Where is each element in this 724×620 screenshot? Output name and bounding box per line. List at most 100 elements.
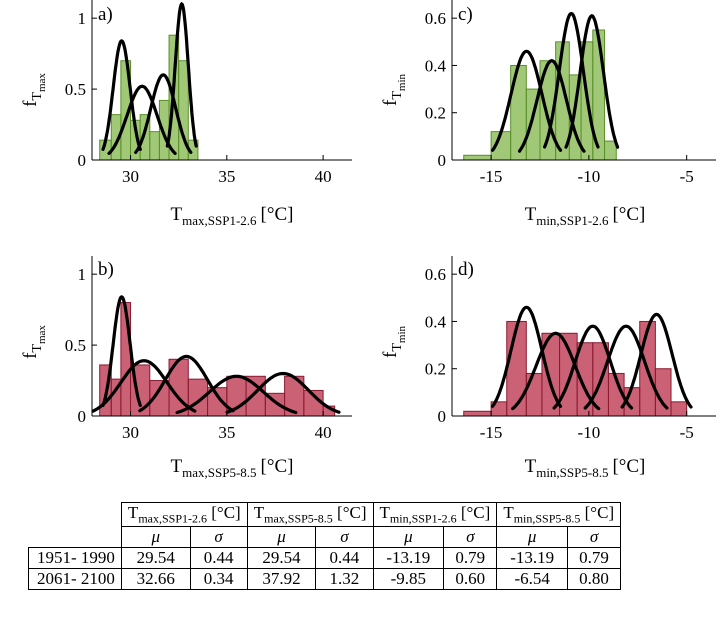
pdf-curve xyxy=(620,312,693,409)
table-cell: 0.34 xyxy=(189,568,248,591)
panel-a: a) fTmax Tmax,SSP1-2.6 [°C] 30 35 40 0 0.5 1 xyxy=(20,0,352,228)
panel-b-ylabel: fTmax xyxy=(20,325,48,359)
figure-canvas: a) fTmax Tmax,SSP1-2.6 [°C] 30 35 40 0 0.5 1 b… xyxy=(20,0,716,480)
y-tick-label: 0.2 xyxy=(425,360,446,379)
pdf-curve xyxy=(175,374,298,415)
sigma-header: σ xyxy=(443,526,498,549)
panel-c-ylabel: fTmin xyxy=(380,74,408,107)
y-tick-label: 0.5 xyxy=(65,336,86,355)
sigma-header: σ xyxy=(189,526,248,549)
pdf-curve xyxy=(583,324,669,410)
mu-header: μ xyxy=(120,526,191,549)
mu-header: μ xyxy=(496,526,568,549)
pdf-curve xyxy=(490,49,563,152)
table-cell: 1.32 xyxy=(315,568,374,591)
table-corner xyxy=(29,527,122,548)
y-tick-label: 0 xyxy=(438,151,447,170)
panel-b-xlabel: Tmax,SSP5-8.5 [°C] xyxy=(171,456,294,480)
y-tick-label: 0.6 xyxy=(425,9,446,28)
y-tick-label: 0 xyxy=(78,407,87,426)
panel-c-xlabel: Tmin,SSP1-2.6 [°C] xyxy=(525,204,646,228)
x-tick-label: -5 xyxy=(680,423,694,442)
table-group-header: Tmin,SSP5-8.5 [°C] xyxy=(496,501,622,528)
sigma-header: σ xyxy=(566,526,622,549)
table-group-header: Tmax,SSP1-2.6 [°C] xyxy=(120,501,248,528)
x-tick-label: 40 xyxy=(315,423,332,442)
histogram-bar xyxy=(463,410,492,417)
histogram-bar xyxy=(525,372,543,417)
panel-c: c) fTmin Tmin,SSP1-2.6 [°C] -15 -10 -5 0 0.2 0… xyxy=(380,0,716,228)
table-cell: -13.19 xyxy=(372,547,445,570)
x-tick-label: -15 xyxy=(480,167,503,186)
table-group-header: Tmax,SSP5-8.5 [°C] xyxy=(246,501,374,528)
mu-header: μ xyxy=(246,526,317,549)
row-label: 1951- 1990 xyxy=(28,547,122,570)
panel-d-xlabel: Tmin,SSP5-8.5 [°C] xyxy=(525,456,646,480)
y-tick-label: 0.2 xyxy=(425,104,446,123)
panel-d-label: d) xyxy=(458,259,474,280)
table-cell: -13.19 xyxy=(496,547,568,570)
y-tick-label: 0.4 xyxy=(425,312,447,331)
table-cell: 29.54 xyxy=(120,547,191,570)
pdf-curve xyxy=(552,324,634,410)
pdf-curve xyxy=(138,354,235,413)
x-tick-label: -15 xyxy=(480,423,503,442)
histogram-bar xyxy=(604,140,617,161)
pdf-curve xyxy=(511,331,601,411)
row-label: 2061- 2100 xyxy=(28,568,122,591)
x-tick-label: 40 xyxy=(315,167,332,186)
table-header-row: Tmax,SSP1-2.6 [°C] Tmax,SSP5-8.5 [°C] Tm… xyxy=(29,501,622,528)
x-tick-label: -10 xyxy=(578,423,601,442)
panel-a-ylabel: fTmax xyxy=(20,73,48,107)
panel-b-label: b) xyxy=(98,259,114,280)
sigma-header: σ xyxy=(315,526,374,549)
y-tick-label: 0 xyxy=(438,407,447,426)
y-tick-label: 0.4 xyxy=(425,56,447,75)
panel-a-label: a) xyxy=(98,4,113,25)
panel-b: b) fTmax Tmax,SSP5-8.5 [°C] 30 35 40 0 0.5 1 xyxy=(20,256,352,480)
y-tick-label: 0.6 xyxy=(425,265,446,284)
y-tick-label: 1 xyxy=(78,265,87,284)
pdf-curve xyxy=(564,14,620,149)
panel-d: d) fTmin Tmin,SSP5-8.5 [°C] -15 -10 -5 0 0.2 0… xyxy=(380,256,716,480)
panel-a-xlabel: Tmax,SSP1-2.6 [°C] xyxy=(171,204,294,228)
pdf-curve xyxy=(91,359,197,413)
table-cell: -9.85 xyxy=(372,568,445,591)
table-cell: 0.44 xyxy=(189,547,248,570)
pdf-curve xyxy=(543,11,600,149)
table-cell: 0.79 xyxy=(566,547,622,570)
y-tick-label: 1 xyxy=(78,9,87,28)
table-corner xyxy=(29,503,122,527)
pdf-curve xyxy=(107,84,177,155)
table-cell: 0.44 xyxy=(315,547,374,570)
x-tick-label: 30 xyxy=(122,167,139,186)
table-cell: 29.54 xyxy=(246,547,317,570)
pdf-curve xyxy=(165,1,198,148)
y-tick-label: 0 xyxy=(78,151,87,170)
table-row: 1951- 1990 29.54 0.44 29.54 0.44 -13.19 … xyxy=(28,547,622,570)
x-tick-label: -5 xyxy=(680,167,694,186)
x-tick-label: -10 xyxy=(578,167,601,186)
pdf-curve xyxy=(101,295,142,407)
x-tick-label: 30 xyxy=(122,423,139,442)
pdf-curve xyxy=(101,39,142,151)
histogram-bar xyxy=(149,131,160,161)
table-row: 2061- 2100 32.66 0.34 37.92 1.32 -9.85 0… xyxy=(28,568,622,591)
histogram-bar xyxy=(506,320,527,417)
table-cell: 0.60 xyxy=(443,568,498,591)
table-group-header: Tmin,SSP1-2.6 [°C] xyxy=(372,501,498,528)
panel-c-label: c) xyxy=(458,4,473,25)
pdf-curve xyxy=(134,73,193,154)
x-tick-label: 35 xyxy=(218,423,235,442)
pdf-curve xyxy=(225,371,341,414)
stats-table: Tmax,SSP1-2.6 [°C] Tmax,SSP5-8.5 [°C] Tm… xyxy=(28,501,622,591)
table-cell: 0.79 xyxy=(443,547,498,570)
table-cell: -6.54 xyxy=(496,568,568,591)
x-tick-label: 35 xyxy=(218,167,235,186)
table-cell: 32.66 xyxy=(120,568,191,591)
histogram-bar xyxy=(670,401,688,417)
table-cell: 37.92 xyxy=(246,568,317,591)
y-tick-label: 0.5 xyxy=(65,80,86,99)
pdf-curve xyxy=(490,305,563,408)
mu-header: μ xyxy=(372,526,445,549)
